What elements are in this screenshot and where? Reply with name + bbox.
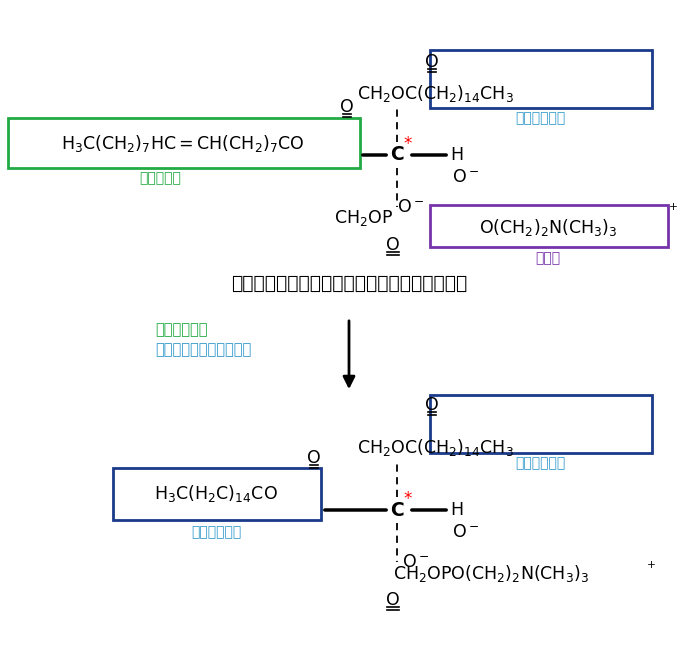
Text: CH$_2$OC(CH$_2$)$_{14}$CH$_3$: CH$_2$OC(CH$_2$)$_{14}$CH$_3$ (357, 83, 514, 104)
Text: O(CH$_2$)$_2$N(CH$_3$)$_3$: O(CH$_2$)$_2$N(CH$_3$)$_3$ (479, 217, 617, 237)
Text: C: C (390, 145, 404, 164)
Text: バルミトイルオレオイルホスファチジルコリン: バルミトイルオレオイルホスファチジルコリン (231, 273, 467, 292)
Bar (8, 118, 360, 168)
Text: O: O (425, 53, 439, 71)
Text: H$_3$C(H$_2$C)$_{14}$CO: H$_3$C(H$_2$C)$_{14}$CO (154, 484, 278, 505)
Text: パルミチン酸: パルミチン酸 (515, 111, 565, 125)
Text: *: * (404, 135, 413, 153)
Text: パルミチン酸: パルミチン酸 (191, 525, 241, 539)
Text: パルミチン酸: パルミチン酸 (515, 456, 565, 470)
Text: パルミチン酸に置き換え: パルミチン酸に置き換え (155, 342, 251, 357)
Text: O: O (425, 396, 439, 414)
Text: *: * (404, 490, 413, 508)
Text: オレイン酸を: オレイン酸を (155, 323, 207, 338)
Text: H$_3$C(CH$_2$)$_7$HC$=$CH(CH$_2$)$_7$CO: H$_3$C(CH$_2$)$_7$HC$=$CH(CH$_2$)$_7$CO (61, 133, 305, 154)
Text: CH$_2$OP: CH$_2$OP (334, 208, 393, 228)
Text: H: H (450, 146, 463, 164)
Text: CH$_2$OC(CH$_2$)$_{14}$CH$_3$: CH$_2$OC(CH$_2$)$_{14}$CH$_3$ (357, 438, 514, 459)
Bar (430, 205, 668, 247)
Text: O$^-$: O$^-$ (397, 198, 424, 216)
Text: O$^-$: O$^-$ (452, 168, 479, 186)
Bar (430, 395, 652, 453)
Text: O$^-$: O$^-$ (402, 553, 429, 571)
Text: O: O (307, 449, 321, 467)
Text: O$^-$: O$^-$ (452, 523, 479, 541)
Text: コリン: コリン (535, 251, 560, 265)
Text: O: O (386, 591, 400, 609)
Text: C: C (390, 501, 404, 520)
Text: オレイン酸: オレイン酸 (139, 171, 181, 185)
Text: H: H (450, 501, 463, 519)
Text: $^+$: $^+$ (666, 202, 678, 217)
Text: O: O (386, 236, 400, 254)
Text: CH$_2$OPO(CH$_2$)$_2$N(CH$_3$)$_3$: CH$_2$OPO(CH$_2$)$_2$N(CH$_3$)$_3$ (393, 562, 589, 583)
Text: $^+$: $^+$ (644, 560, 656, 576)
Text: O: O (340, 98, 354, 116)
Bar (113, 468, 321, 520)
Bar (430, 50, 652, 108)
